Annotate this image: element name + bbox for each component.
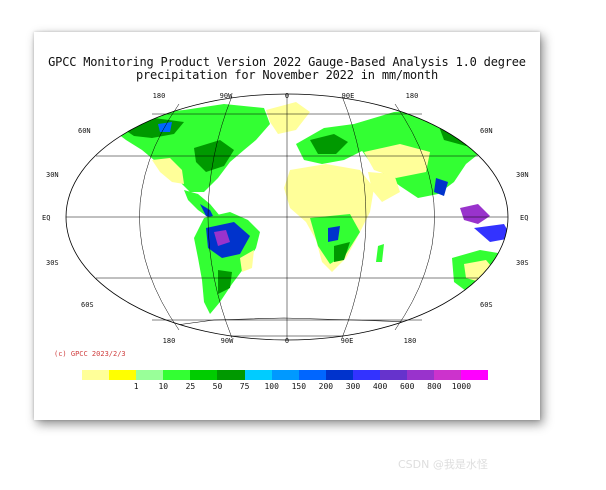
legend-label: 200: [318, 382, 334, 391]
legend-label: 400: [372, 382, 388, 391]
precipitation-map: 180 90W 0 90E 180 180 90W 0 90E 180 60N …: [42, 92, 529, 345]
lon-label-top: 180: [153, 92, 166, 100]
lat-label-right: EQ: [520, 214, 528, 222]
legend-swatch: [163, 370, 191, 380]
antarctica: [153, 317, 465, 337]
legend-label: 150: [291, 382, 307, 391]
legend-swatch: [407, 370, 435, 380]
map-title-line1: GPCC Monitoring Product Version 2022 Gau…: [48, 55, 526, 69]
lat-label-left: 60S: [81, 301, 94, 309]
lat-label-left: EQ: [42, 214, 50, 222]
lon-label-bottom: 90E: [341, 337, 354, 345]
map-title-line2: precipitation for November 2022 in mm/mo…: [135, 68, 439, 82]
greenland: [266, 102, 310, 134]
lat-label-right: 60N: [480, 127, 493, 135]
legend-label: 100: [264, 382, 279, 391]
lon-label-top: 90W: [220, 92, 233, 100]
lat-label-right: 30N: [516, 171, 529, 179]
legend-swatch: [190, 370, 218, 380]
legend-swatch: [217, 370, 245, 380]
watermark: CSDN @我是水怪: [398, 458, 488, 471]
legend-swatch: [298, 370, 326, 380]
color-legend: [82, 370, 489, 380]
lat-label-left: 60N: [78, 127, 91, 135]
legend-swatch: [82, 370, 110, 380]
lat-label-left: 30S: [46, 259, 59, 267]
lon-label-bottom: 90W: [221, 337, 234, 345]
lon-label-top: 180: [406, 92, 419, 100]
lat-label-right: 60S: [480, 301, 493, 309]
legend-swatch: [136, 370, 164, 380]
legend-label: 75: [239, 382, 250, 391]
legend-swatch: [352, 370, 381, 380]
map-card: GPCC Monitoring Product Version 2022 Gau…: [34, 32, 540, 420]
legend-label: 800: [427, 382, 442, 391]
legend-swatch: [380, 370, 408, 380]
legend-label: 10: [158, 382, 169, 391]
north-america: [109, 104, 270, 192]
credit-text: (c) GPCC 2023/2/3: [54, 350, 126, 358]
lat-label-right: 30S: [516, 259, 529, 267]
lat-label-left: 30N: [46, 171, 59, 179]
land-layer: [109, 102, 508, 337]
legend-swatch: [271, 370, 299, 380]
legend-label: 25: [185, 382, 196, 391]
lon-label-bottom: 0: [285, 337, 289, 345]
central-america: [184, 190, 220, 220]
lon-label-top: 90E: [342, 92, 355, 100]
legend-swatch: [325, 370, 353, 380]
lon-label-bottom: 180: [163, 337, 176, 345]
legend-label: 1: [133, 382, 139, 391]
legend-label: 600: [399, 382, 415, 391]
lon-label-top: 0: [285, 92, 289, 100]
legend-swatch: [461, 370, 489, 380]
legend-label: 300: [345, 382, 361, 391]
legend-swatch: [434, 370, 462, 380]
legend-label: 50: [212, 382, 223, 391]
legend-swatch: [109, 370, 137, 380]
legend-swatch: [244, 370, 272, 380]
lon-label-bottom: 180: [404, 337, 417, 345]
legend-label: 1000: [451, 382, 472, 391]
graticule: [65, 93, 509, 341]
